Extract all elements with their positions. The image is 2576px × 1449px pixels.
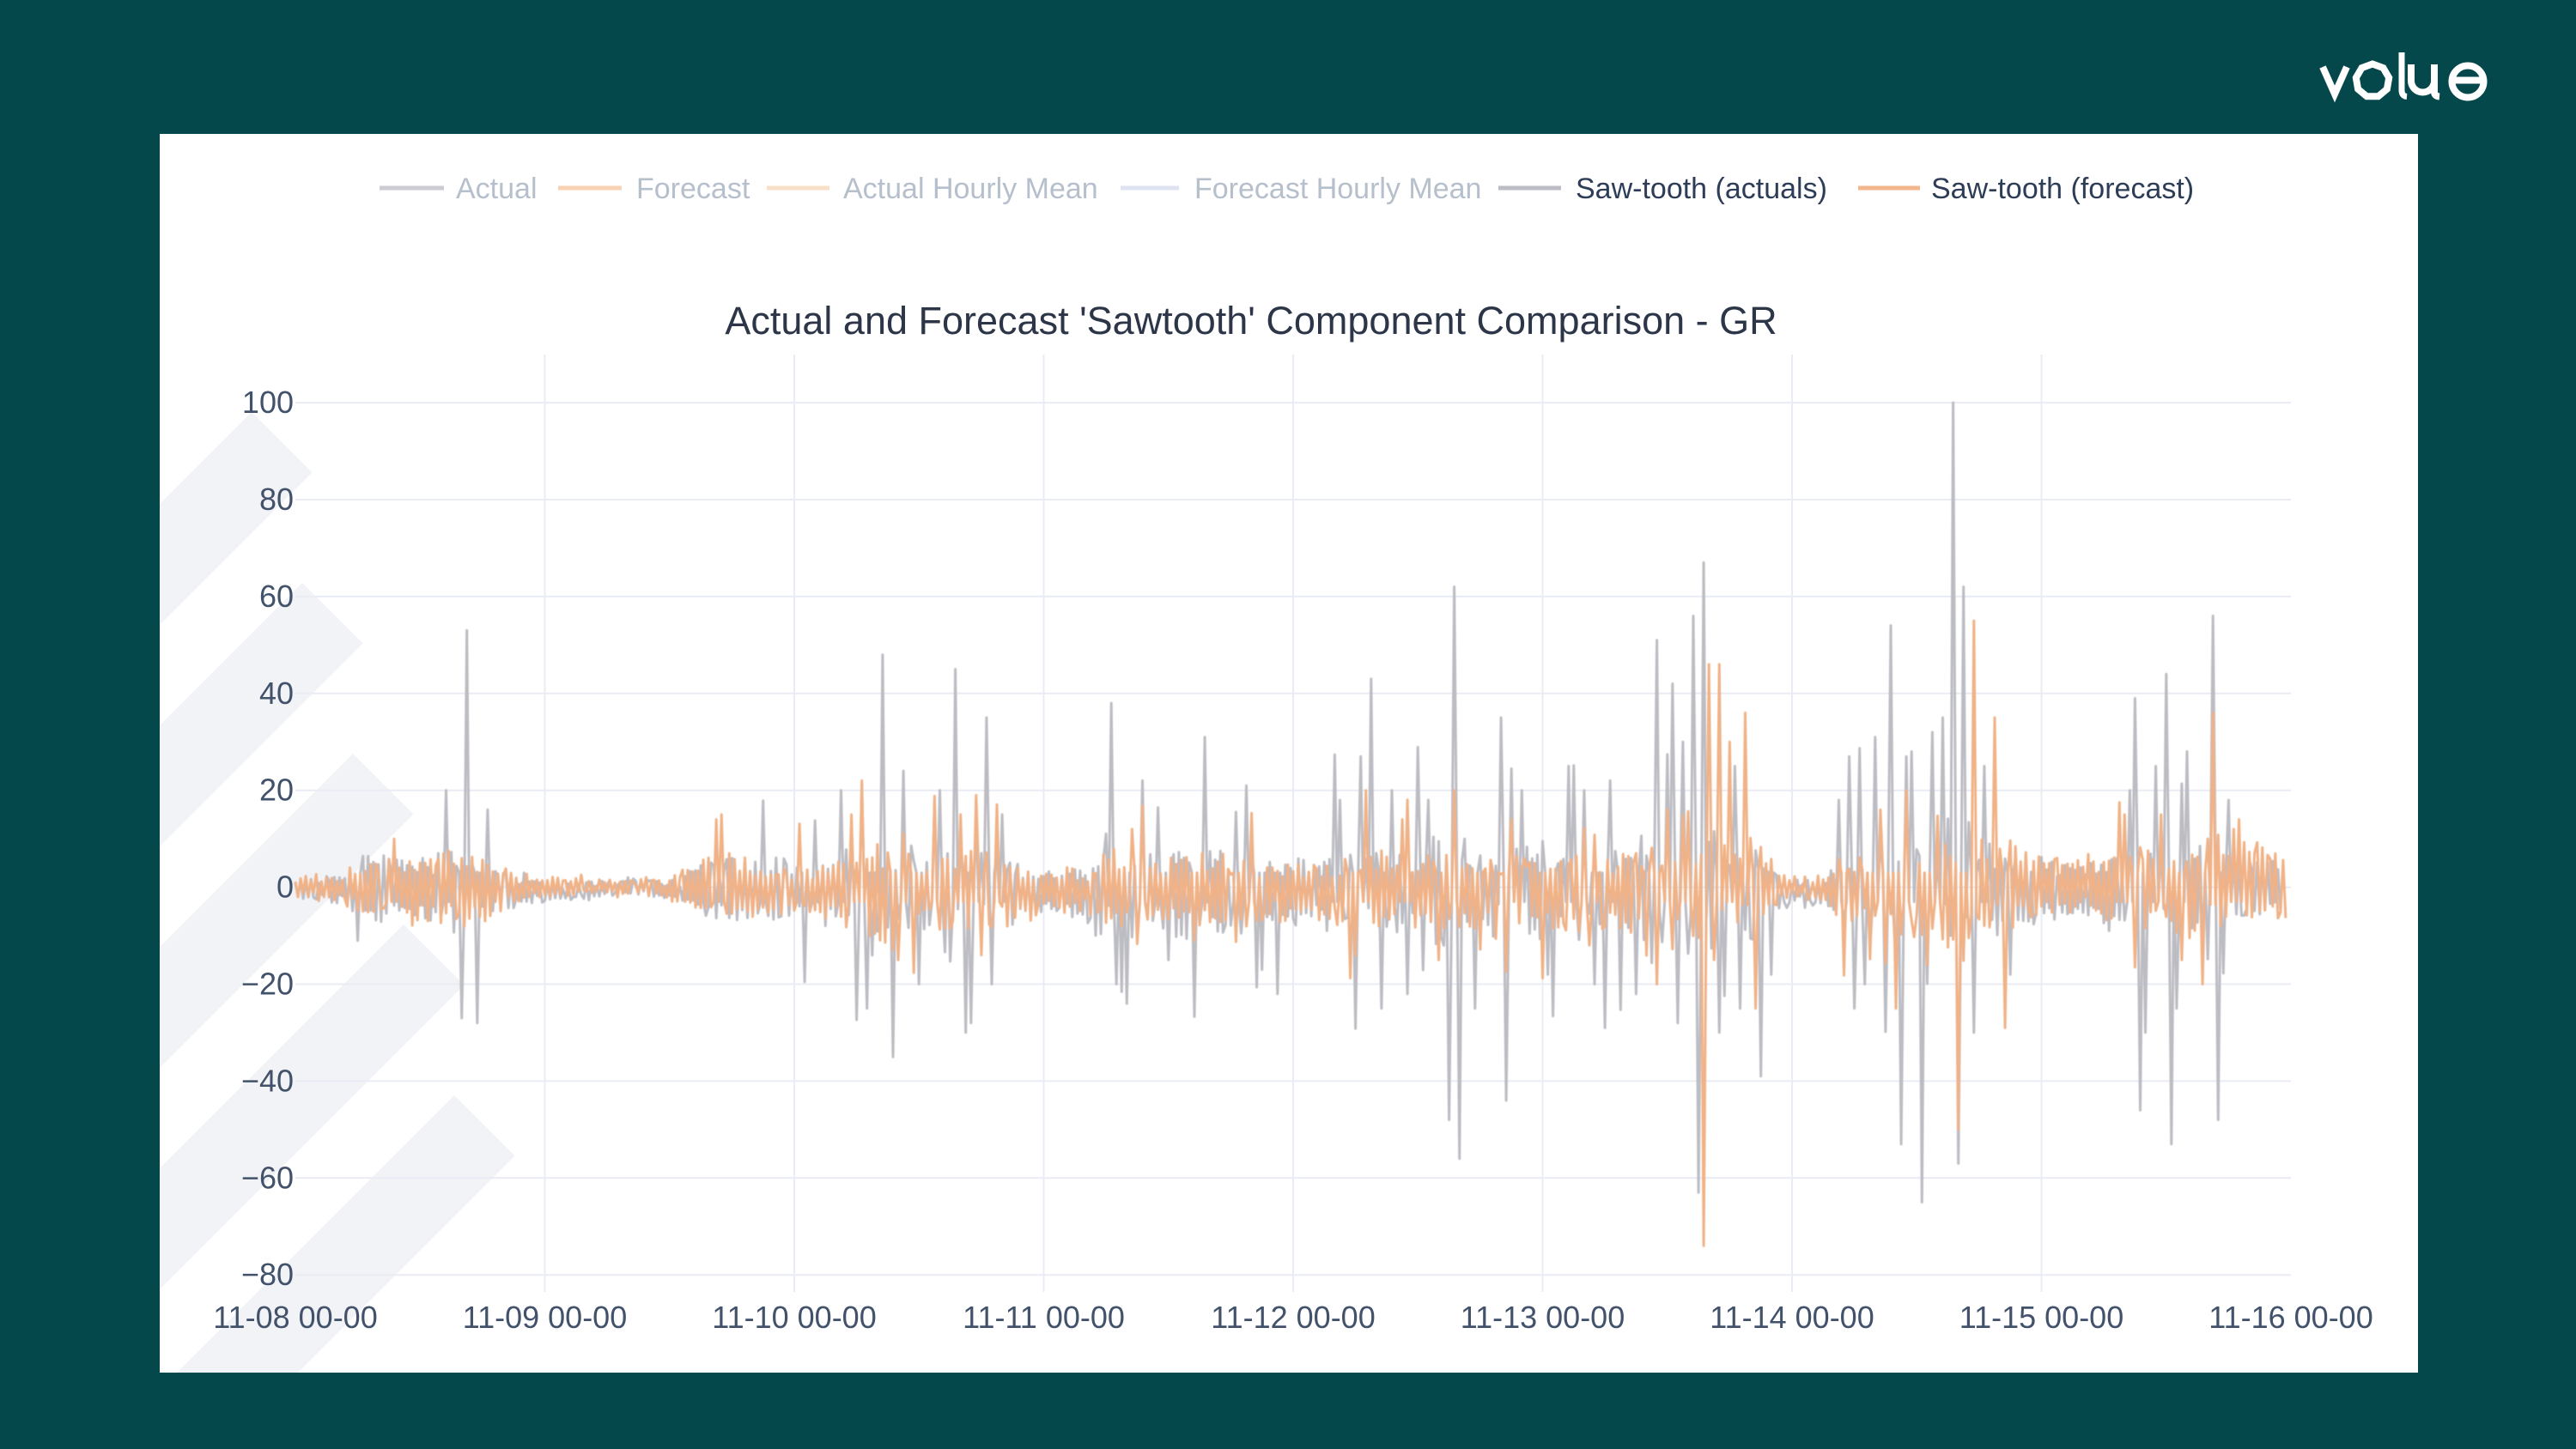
svg-text:40: 40 — [259, 676, 294, 711]
svg-text:11-12 00-00: 11-12 00-00 — [1211, 1300, 1375, 1335]
svg-text:−80: −80 — [241, 1257, 294, 1292]
svg-text:Forecast Hourly Mean: Forecast Hourly Mean — [1194, 173, 1481, 205]
svg-text:Forecast: Forecast — [636, 173, 750, 205]
svg-text:11-11 00-00: 11-11 00-00 — [963, 1300, 1125, 1335]
svg-text:Actual Hourly Mean: Actual Hourly Mean — [843, 173, 1098, 205]
svg-text:11-10 00-00: 11-10 00-00 — [712, 1300, 876, 1335]
svg-text:20: 20 — [259, 773, 294, 808]
svg-text:60: 60 — [259, 579, 294, 614]
svg-text:100: 100 — [242, 385, 294, 420]
svg-text:11-13 00-00: 11-13 00-00 — [1461, 1300, 1625, 1335]
svg-text:11-09 00-00: 11-09 00-00 — [463, 1300, 627, 1335]
svg-text:Actual and Forecast 'Sawtooth': Actual and Forecast 'Sawtooth' Component… — [725, 299, 1777, 343]
svg-text:Actual: Actual — [456, 173, 538, 205]
svg-text:11-14 00-00: 11-14 00-00 — [1710, 1300, 1874, 1335]
svg-text:−40: −40 — [241, 1063, 294, 1098]
svg-text:11-08 00-00: 11-08 00-00 — [213, 1300, 377, 1335]
svg-text:0: 0 — [276, 870, 294, 905]
svg-text:−20: −20 — [241, 967, 294, 1002]
svg-text:11-16 00-00: 11-16 00-00 — [2208, 1300, 2372, 1335]
svg-text:−60: −60 — [241, 1160, 294, 1195]
svg-text:Saw-tooth (actuals): Saw-tooth (actuals) — [1576, 173, 1827, 205]
svg-text:11-15 00-00: 11-15 00-00 — [1959, 1300, 2123, 1335]
svg-text:Saw-tooth (forecast): Saw-tooth (forecast) — [1931, 173, 2194, 205]
svg-text:80: 80 — [259, 482, 294, 517]
